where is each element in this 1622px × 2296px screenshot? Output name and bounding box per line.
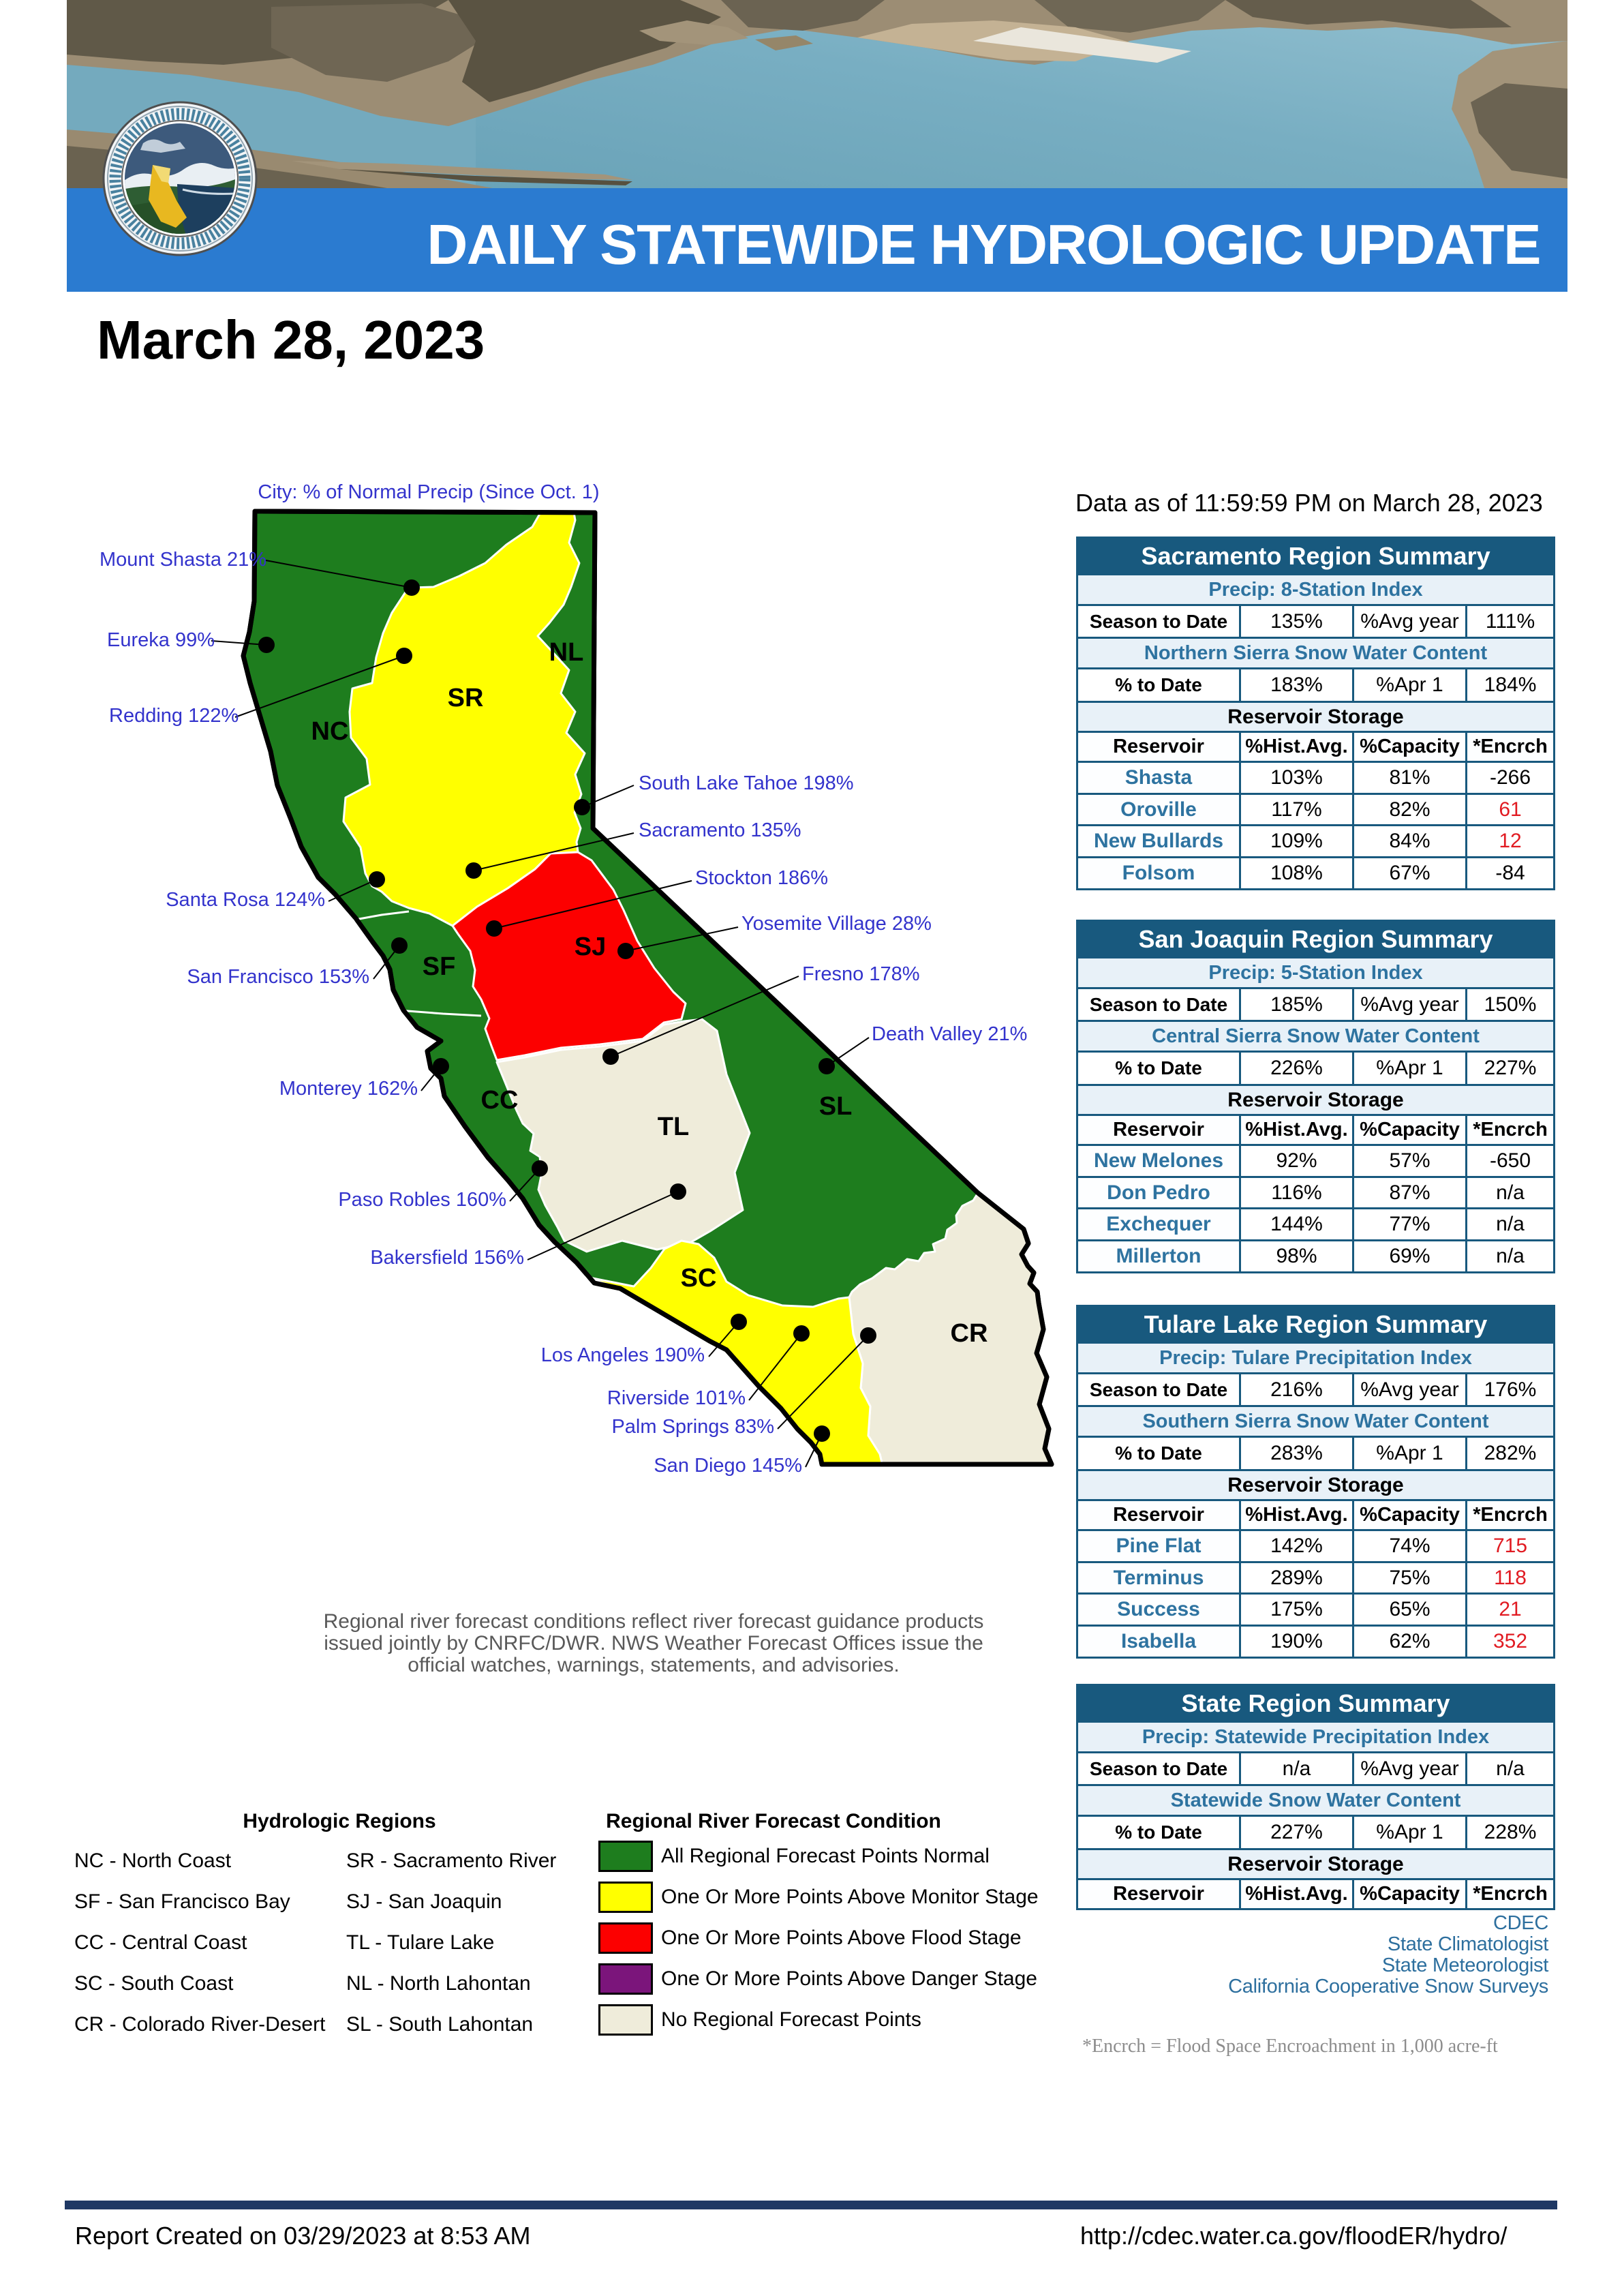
svg-text:Fresno 178%: Fresno 178% <box>802 963 920 985</box>
svg-text:CC: CC <box>481 1086 519 1115</box>
svg-text:Riverside 101%: Riverside 101% <box>607 1387 746 1409</box>
svg-text:Paso Robles 160%: Paso Robles 160% <box>338 1189 506 1211</box>
svg-text:Santa Rosa 124%: Santa Rosa 124% <box>166 889 325 911</box>
svg-text:SF: SF <box>423 952 456 981</box>
svg-text:San Diego 145%: San Diego 145% <box>654 1455 802 1477</box>
svg-text:Bakersfield 156%: Bakersfield 156% <box>370 1247 524 1269</box>
svg-text:TL: TL <box>658 1113 689 1141</box>
svg-text:SL: SL <box>819 1092 853 1121</box>
svg-text:Palm Springs 83%: Palm Springs 83% <box>611 1416 774 1438</box>
svg-text:Eureka 99%: Eureka 99% <box>107 629 215 651</box>
svg-text:Los Angeles 190%: Los Angeles 190% <box>541 1344 705 1366</box>
svg-text:SC: SC <box>681 1264 717 1293</box>
svg-text:NL: NL <box>549 638 584 667</box>
svg-text:SJ: SJ <box>575 933 606 961</box>
svg-text:CR: CR <box>951 1319 988 1348</box>
svg-text:NC: NC <box>311 717 349 746</box>
svg-text:Monterey 162%: Monterey 162% <box>279 1078 418 1100</box>
svg-text:City: % of Normal Precip (Sinc: City: % of Normal Precip (Since Oct. 1) <box>258 481 599 503</box>
svg-text:Stockton 186%: Stockton 186% <box>695 867 828 889</box>
svg-text:Death Valley 21%: Death Valley 21% <box>872 1023 1027 1045</box>
svg-text:Redding 122%: Redding 122% <box>109 705 239 727</box>
svg-text:South Lake Tahoe 198%: South Lake Tahoe 198% <box>639 772 854 794</box>
svg-text:Sacramento 135%: Sacramento 135% <box>639 819 801 841</box>
svg-text:San Francisco 153%: San Francisco 153% <box>187 966 369 988</box>
svg-text:SR: SR <box>448 684 484 712</box>
svg-text:Yosemite Village 28%: Yosemite Village 28% <box>741 913 932 935</box>
svg-text:Mount Shasta 21%: Mount Shasta 21% <box>100 549 266 571</box>
